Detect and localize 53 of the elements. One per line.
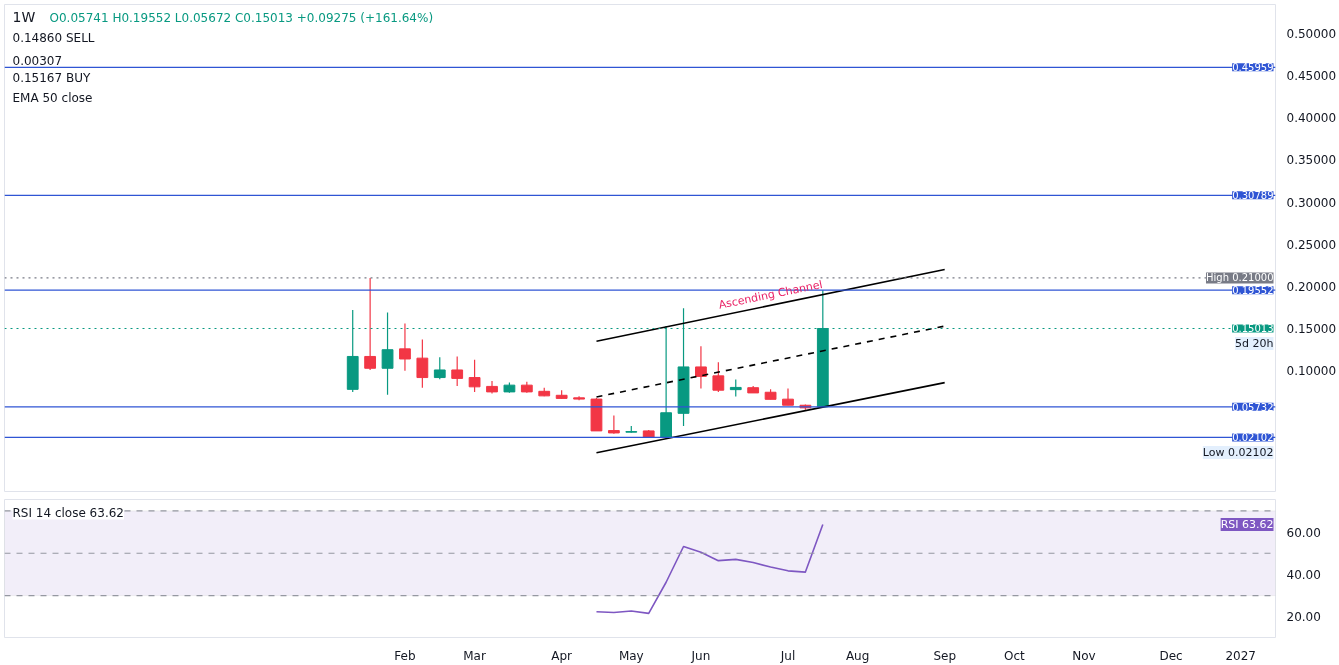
x-tick-label: Nov xyxy=(1072,648,1096,663)
x-tick-label: Jul xyxy=(779,648,796,663)
x-tick-label: Dec xyxy=(1159,648,1183,663)
x-tick-label: Sep xyxy=(933,648,957,663)
candlestick xyxy=(416,338,429,389)
x-tick-label: May xyxy=(618,648,644,663)
y-tick-label: 0.25000 xyxy=(1286,237,1337,252)
candlestick xyxy=(782,387,794,406)
ref-line-label: 0.19552 xyxy=(1232,285,1274,297)
candlestick xyxy=(399,322,411,372)
annotation: Ascending Channel xyxy=(717,277,824,312)
x-tick-label: Oct xyxy=(1003,648,1025,663)
annotation: 0.00307 xyxy=(12,53,63,68)
candlestick xyxy=(451,355,464,387)
ref-line-label: 0.05732 xyxy=(1232,401,1274,413)
annotation: Low 0.02102 xyxy=(1202,445,1274,459)
x-tick-label: 2027 xyxy=(1225,648,1256,663)
annotation: 5d 20h xyxy=(1235,336,1274,350)
ref-line-label: 0.02102 xyxy=(1232,432,1274,444)
ref-line-label: 0.30789 xyxy=(1232,190,1274,202)
y-tick-label: 0.50000 xyxy=(1286,26,1337,41)
x-tick-label: Feb xyxy=(394,648,416,663)
y-tick-label: 60.00 xyxy=(1286,525,1321,540)
y-tick-label: 0.30000 xyxy=(1286,195,1337,210)
candlestick xyxy=(695,345,707,390)
y-tick-label: 0.35000 xyxy=(1286,153,1337,168)
candlestick xyxy=(712,361,725,393)
y-tick-label: 20.00 xyxy=(1286,610,1321,625)
candlestick xyxy=(607,414,620,435)
annotation: 0.14860 SELL xyxy=(12,30,95,45)
x-tick-label: Mar xyxy=(463,648,486,663)
chart-title: 1W xyxy=(12,8,36,25)
candlestick xyxy=(433,356,446,380)
y-tick-label: 0.10000 xyxy=(1286,364,1337,379)
candlestick xyxy=(468,359,481,393)
y-tick-label: 0.45000 xyxy=(1286,68,1337,83)
ref-line-label: High 0.21000 xyxy=(1205,272,1274,284)
y-tick-label: 0.40000 xyxy=(1286,111,1337,126)
y-tick-label: 0.15000 xyxy=(1286,322,1337,337)
ref-line-label: 0.45959 xyxy=(1232,62,1274,74)
text: RSI 14 close 63.62 xyxy=(12,505,124,520)
y-tick-label: 40.00 xyxy=(1286,567,1321,582)
line-series xyxy=(595,523,824,615)
annotation: 0.15167 BUY xyxy=(12,70,91,85)
candlestick xyxy=(364,277,377,371)
annotation: EMA 50 close xyxy=(12,90,93,105)
x-tick-label: Apr xyxy=(551,648,573,663)
annotation: O0.05741 H0.19552 L0.05672 C0.15013 +0.09275 (+161.64%) xyxy=(49,10,434,25)
x-tick-label: Jun xyxy=(690,648,711,663)
y-tick-label: 0.20000 xyxy=(1286,279,1337,294)
ref-line-label: 0.15013 xyxy=(1232,323,1274,335)
x-tick-label: Aug xyxy=(845,648,870,663)
annotation: RSI 63.62 xyxy=(1220,517,1274,531)
